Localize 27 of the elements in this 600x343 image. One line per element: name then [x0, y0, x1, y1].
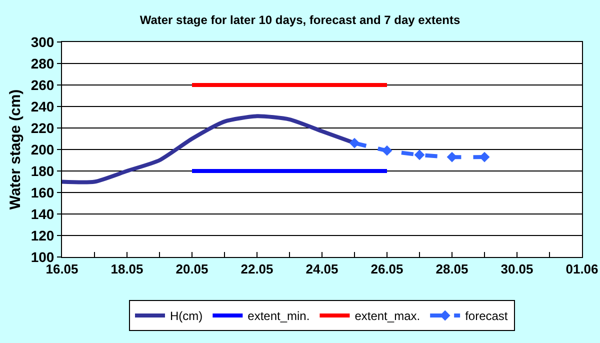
- y-tick-label: 300: [30, 34, 54, 50]
- y-tick-label: 120: [30, 227, 54, 244]
- legend-label: forecast: [465, 309, 508, 324]
- legend-label: extent_max.: [354, 309, 420, 324]
- x-tick-label: 24.05: [306, 262, 338, 277]
- y-tick-label: 160: [30, 184, 54, 200]
- x-tick-label: 30.05: [500, 262, 534, 277]
- x-tick-label: 20.05: [176, 262, 208, 277]
- y-tick-label: 240: [30, 98, 54, 114]
- y-tick-label: 280: [30, 55, 54, 72]
- point: [349, 138, 360, 148]
- x-tick-label: 18.05: [110, 262, 144, 277]
- y-tick-label: 140: [30, 206, 54, 222]
- y-tick-label: 200: [30, 141, 54, 158]
- x-tick-label: 26.05: [370, 262, 404, 277]
- y-tick-label: 260: [30, 76, 54, 93]
- x-tick-label: 28.05: [436, 262, 468, 277]
- y-tick-label: 180: [30, 162, 54, 179]
- legend-label: extent_min.: [248, 309, 310, 324]
- point: [414, 150, 425, 160]
- chart-title: Water stage for later 10 days, forecast and 7 day extents: [140, 12, 460, 27]
- x-tick-label: 01.06: [566, 262, 598, 277]
- x-tick-label: 22.05: [240, 262, 274, 277]
- legend-label: H(cm): [170, 309, 203, 324]
- y-axis-title: Water stage (cm): [7, 89, 24, 210]
- y-tick-label: 220: [30, 120, 54, 136]
- point: [382, 145, 392, 156]
